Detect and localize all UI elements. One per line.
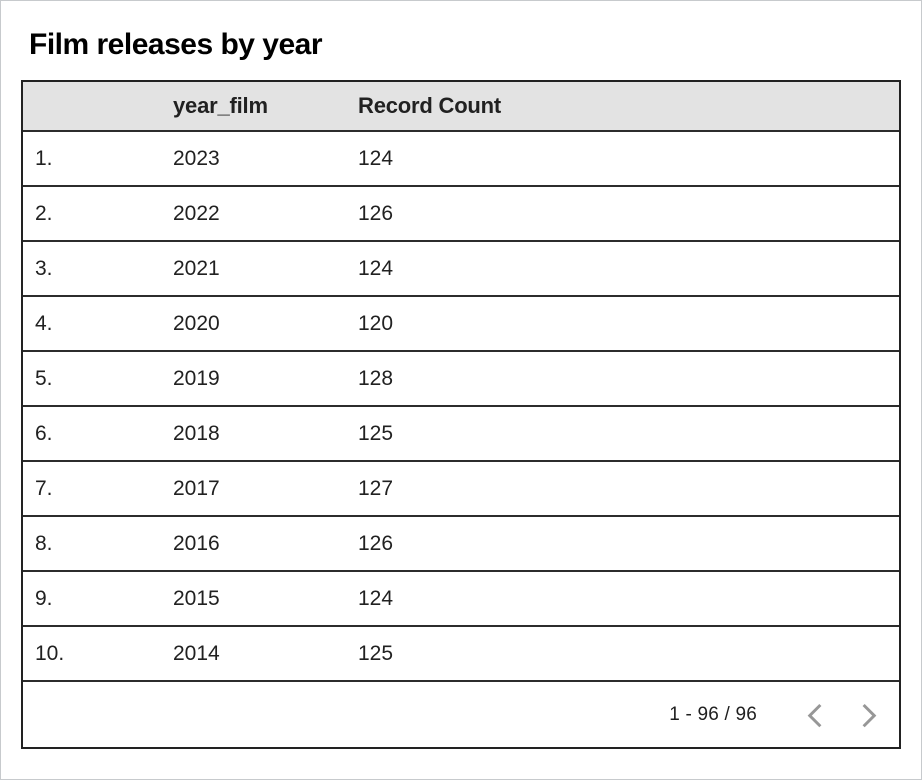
row-number-cell: 1. bbox=[23, 131, 161, 187]
table-row: 10. 2014 125 bbox=[23, 626, 899, 682]
chart-title: Film releases by year bbox=[29, 28, 323, 61]
prev-page-button[interactable] bbox=[799, 698, 833, 732]
year-film-cell: 2014 bbox=[161, 626, 343, 682]
header-row: year_film Record Count bbox=[23, 82, 899, 132]
row-number-cell: 9. bbox=[23, 571, 161, 627]
table-row: 4. 2020 120 bbox=[23, 296, 899, 352]
chevron-right-icon bbox=[862, 703, 877, 727]
row-number-cell: 3. bbox=[23, 241, 161, 297]
record-count-cell: 120 bbox=[343, 296, 899, 352]
year-film-cell: 2022 bbox=[161, 186, 343, 242]
table-row: 1. 2023 124 bbox=[23, 131, 899, 187]
year-film-cell: 2020 bbox=[161, 296, 343, 352]
record-count-cell: 124 bbox=[343, 241, 899, 297]
year-film-cell: 2016 bbox=[161, 516, 343, 572]
record-count-cell: 126 bbox=[343, 186, 899, 242]
header-row-number bbox=[23, 82, 161, 132]
data-table: year_film Record Count 1. 2023 124 2. 2022 12… bbox=[23, 82, 899, 682]
table-row: 2. 2022 126 bbox=[23, 186, 899, 242]
table-row: 5. 2019 128 bbox=[23, 351, 899, 407]
pagination-range: 1 - 96 / 96 bbox=[669, 703, 757, 725]
next-page-button[interactable] bbox=[851, 698, 885, 732]
year-film-cell: 2021 bbox=[161, 241, 343, 297]
record-count-cell: 124 bbox=[343, 571, 899, 627]
year-film-cell: 2023 bbox=[161, 131, 343, 187]
header-record-count[interactable]: Record Count bbox=[343, 82, 899, 132]
table-row: 9. 2015 124 bbox=[23, 571, 899, 627]
row-number-cell: 10. bbox=[23, 626, 161, 682]
table-row: 3. 2021 124 bbox=[23, 241, 899, 297]
row-number-cell: 5. bbox=[23, 351, 161, 407]
table-body: 1. 2023 124 2. 2022 126 3. 2021 124 4. 2020 120 5. 20… bbox=[23, 131, 899, 682]
table-chart: year_film Record Count 1. 2023 124 2. 2022 12… bbox=[21, 80, 901, 749]
row-number-cell: 8. bbox=[23, 516, 161, 572]
header-year-film[interactable]: year_film bbox=[161, 82, 343, 132]
year-film-cell: 2015 bbox=[161, 571, 343, 627]
table-row: 6. 2018 125 bbox=[23, 406, 899, 462]
row-number-cell: 7. bbox=[23, 461, 161, 517]
row-number-cell: 2. bbox=[23, 186, 161, 242]
chevron-left-icon bbox=[807, 703, 822, 727]
record-count-cell: 124 bbox=[343, 131, 899, 187]
table-row: 7. 2017 127 bbox=[23, 461, 899, 517]
year-film-cell: 2017 bbox=[161, 461, 343, 517]
row-number-cell: 6. bbox=[23, 406, 161, 462]
record-count-cell: 127 bbox=[343, 461, 899, 517]
row-number-cell: 4. bbox=[23, 296, 161, 352]
year-film-cell: 2018 bbox=[161, 406, 343, 462]
year-film-cell: 2019 bbox=[161, 351, 343, 407]
pagination-bar: 1 - 96 / 96 bbox=[23, 682, 899, 747]
record-count-cell: 126 bbox=[343, 516, 899, 572]
record-count-cell: 128 bbox=[343, 351, 899, 407]
table-row: 8. 2016 126 bbox=[23, 516, 899, 572]
record-count-cell: 125 bbox=[343, 406, 899, 462]
record-count-cell: 125 bbox=[343, 626, 899, 682]
